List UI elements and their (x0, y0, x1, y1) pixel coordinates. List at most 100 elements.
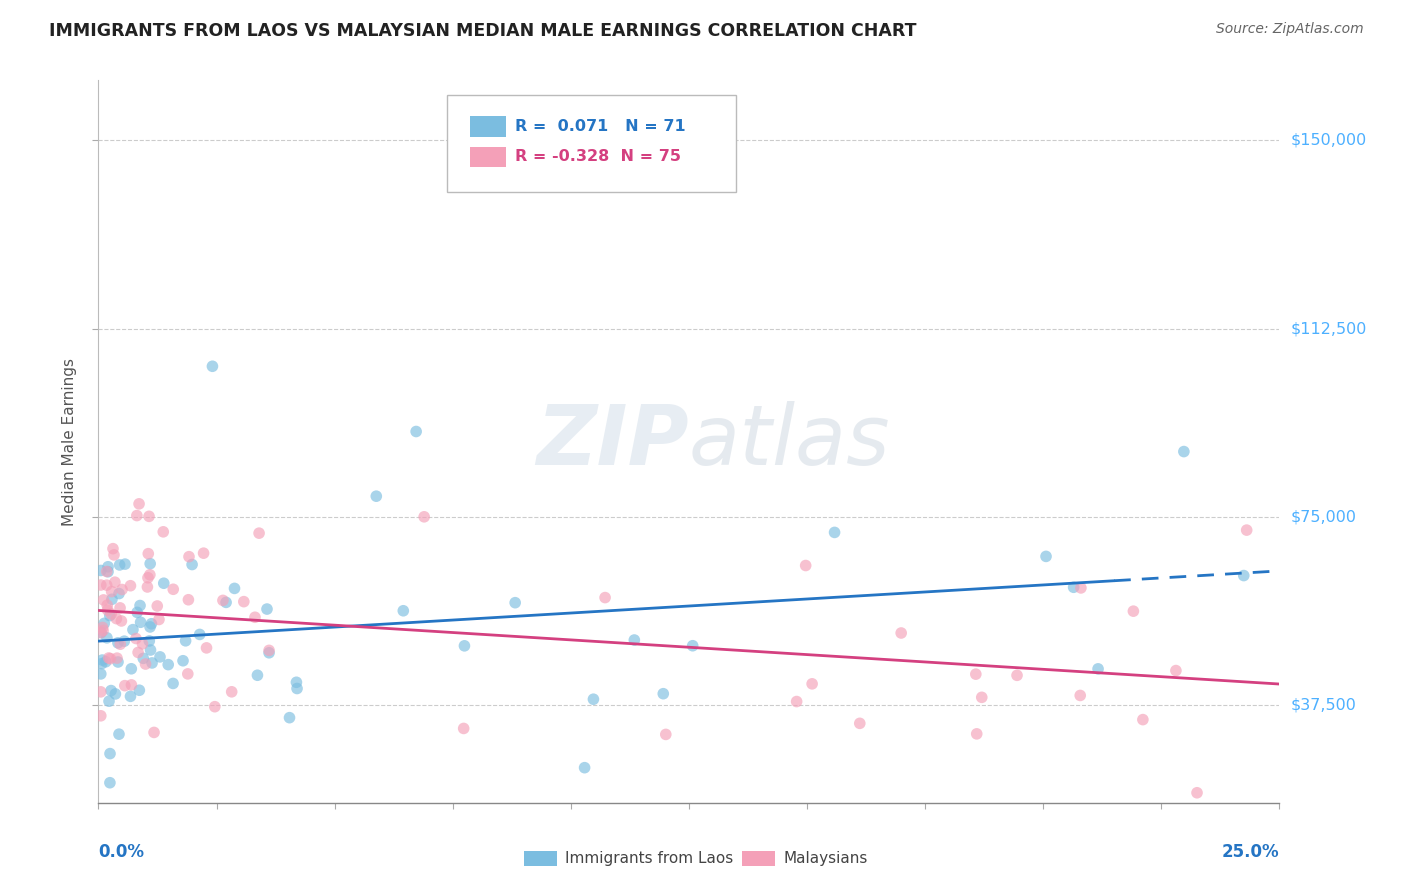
Point (90, 685, 112, 699)
Point (149, 649, 172, 664)
Point (247, 526, 270, 541)
Point (108, 727, 131, 741)
Point (98, 776, 121, 790)
Point (655, 727, 678, 741)
Point (366, 489, 388, 503)
Point (1132, 713, 1154, 727)
Text: atlas: atlas (689, 401, 890, 482)
Point (90, 578, 112, 592)
Point (98, 747, 121, 761)
Point (623, 633, 645, 648)
Point (103, 548, 125, 562)
Point (98, 608, 121, 623)
Point (127, 645, 149, 659)
Text: $37,500: $37,500 (1291, 698, 1357, 713)
Point (90, 667, 112, 681)
Point (136, 580, 159, 594)
Point (966, 727, 988, 741)
Point (1005, 668, 1028, 682)
Point (152, 524, 174, 539)
Point (143, 725, 166, 739)
Point (177, 549, 200, 564)
Point (98, 694, 121, 708)
Text: Immigrants from Laos: Immigrants from Laos (565, 851, 733, 866)
Point (413, 509, 436, 524)
Point (128, 683, 150, 698)
Point (90, 708, 112, 723)
Point (120, 690, 142, 704)
Point (96, 598, 118, 612)
Point (172, 654, 194, 668)
Point (195, 640, 218, 655)
FancyBboxPatch shape (471, 147, 506, 167)
Point (215, 595, 238, 609)
Point (1122, 604, 1144, 618)
Text: Source: ZipAtlas.com: Source: ZipAtlas.com (1216, 22, 1364, 37)
Point (201, 359, 224, 374)
Point (285, 675, 308, 690)
Point (256, 602, 278, 616)
Point (136, 547, 159, 561)
Point (257, 643, 280, 657)
Point (104, 687, 127, 701)
Point (801, 677, 824, 691)
Point (101, 541, 124, 556)
Point (96, 578, 118, 592)
Text: ZIP: ZIP (536, 401, 689, 482)
Point (129, 599, 152, 613)
Point (786, 694, 808, 708)
Point (105, 612, 128, 626)
Point (246, 668, 269, 682)
Text: $112,500: $112,500 (1291, 321, 1367, 336)
Point (97, 565, 120, 579)
Point (1087, 662, 1109, 676)
Point (232, 594, 254, 608)
Point (138, 634, 160, 648)
Point (132, 651, 155, 665)
Text: $150,000: $150,000 (1291, 133, 1367, 148)
Point (582, 692, 605, 706)
Point (127, 606, 149, 620)
Point (1236, 523, 1258, 537)
Point (91, 624, 114, 638)
Point (1173, 444, 1195, 458)
Point (139, 567, 162, 582)
Point (503, 596, 526, 610)
Point (110, 614, 132, 628)
Point (453, 639, 475, 653)
Point (136, 571, 159, 585)
Point (114, 557, 136, 571)
Point (1233, 568, 1256, 582)
Point (97, 651, 120, 665)
Point (1069, 689, 1091, 703)
Point (146, 599, 169, 613)
Point (177, 666, 200, 681)
Point (1185, 786, 1208, 800)
Text: IMMIGRANTS FROM LAOS VS MALAYSIAN MEDIAN MALE EARNINGS CORRELATION CHART: IMMIGRANTS FROM LAOS VS MALAYSIAN MEDIAN… (49, 22, 917, 40)
Point (243, 610, 266, 624)
Point (100, 683, 122, 698)
Point (138, 509, 160, 524)
Point (90, 625, 112, 640)
Point (96, 631, 118, 645)
Point (100, 607, 122, 621)
Point (204, 699, 226, 714)
FancyBboxPatch shape (523, 851, 557, 865)
Point (405, 425, 427, 439)
Point (108, 558, 131, 572)
Point (181, 558, 204, 572)
Point (392, 604, 415, 618)
Point (125, 508, 148, 523)
Point (131, 637, 153, 651)
Point (574, 761, 596, 775)
Point (110, 637, 132, 651)
Point (100, 584, 122, 599)
Point (139, 557, 162, 571)
Point (152, 576, 174, 591)
Point (93, 616, 115, 631)
Point (682, 639, 704, 653)
Point (148, 612, 170, 626)
Point (278, 711, 301, 725)
Point (824, 525, 846, 540)
Point (212, 593, 235, 607)
